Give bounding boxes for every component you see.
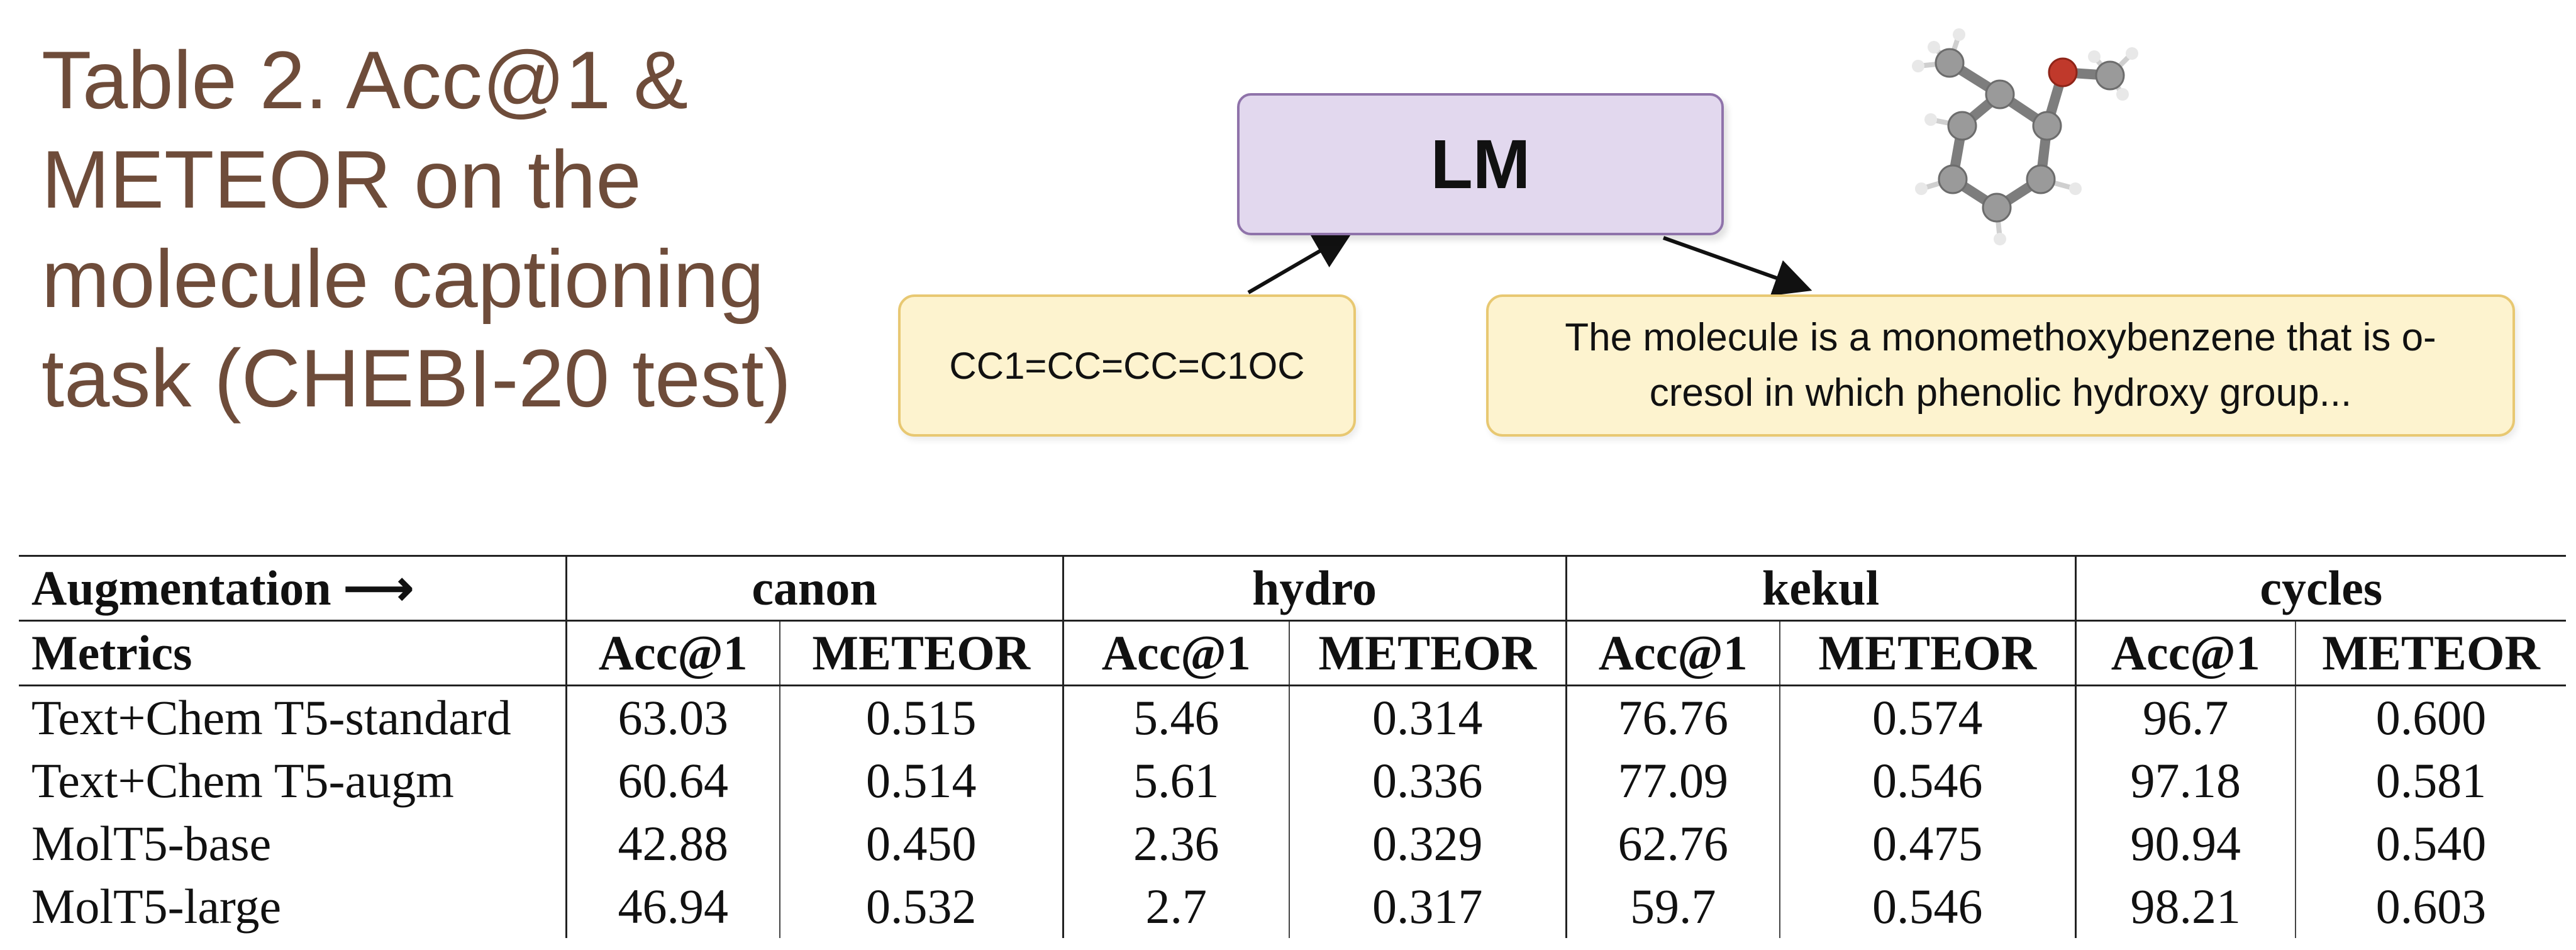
table-row: Text+Chem T5-standard 63.03 0.515 5.46 0…: [19, 685, 2567, 749]
table-row: MolT5-base 42.88 0.450 2.36 0.329 62.76 …: [19, 812, 2567, 875]
table-cell: 0.546: [1779, 749, 2076, 812]
table-cell: 0.546: [1779, 875, 2076, 938]
group-header-hydro: hydro: [1062, 555, 1567, 621]
table-cell: 0.515: [779, 685, 1063, 749]
row-model-name: MolT5-base: [31, 816, 272, 871]
table-cell: 76.76: [1565, 685, 1780, 749]
input-smiles-box: CC1=CC=CC=C1OC: [898, 294, 1356, 437]
table-cell: 97.18: [2074, 749, 2296, 812]
results-table: Augmentation ⟶ canon hydro kekul cycles …: [19, 555, 2567, 938]
metrics-label: Metrics: [19, 620, 566, 686]
table-cell: 0.574: [1779, 685, 2076, 749]
metric-header-meteor: METEOR: [1779, 620, 2076, 686]
table-cell: 0.475: [1779, 812, 2076, 875]
table-cell: 96.7: [2074, 685, 2296, 749]
group-header-cycles: cycles: [2074, 555, 2567, 621]
metric-header-acc: Acc@1: [2074, 620, 2296, 686]
table-cell: 98.21: [2074, 875, 2296, 938]
table-cell: 0.603: [2295, 875, 2567, 938]
table-cell: 0.532: [779, 875, 1063, 938]
table-cell: 42.88: [565, 812, 780, 875]
table-cell: 0.514: [779, 749, 1063, 812]
table-cell: 0.581: [2295, 749, 2567, 812]
table-cell: 90.94: [2074, 812, 2296, 875]
metrics-header-row: Metrics Acc@1 METEOR Acc@1 METEOR Acc@1 …: [19, 620, 2567, 686]
table-cell: 46.94: [565, 875, 780, 938]
table-cell: 0.317: [1289, 875, 1567, 938]
table-row: Text+Chem T5-augm 60.64 0.514 5.61 0.336…: [19, 749, 2567, 812]
group-header-kekul: kekul: [1565, 555, 2076, 621]
table-cell: 63.03: [565, 685, 780, 749]
metric-header-acc: Acc@1: [565, 620, 780, 686]
table-row: MolT5-large 46.94 0.532 2.7 0.317 59.7 0…: [19, 875, 2567, 938]
output-caption-box: The molecule is a monomethoxybenzene tha…: [1486, 294, 2515, 437]
table-cell: 0.450: [779, 812, 1063, 875]
language-model-box: LM: [1237, 93, 1724, 235]
metric-header-meteor: METEOR: [779, 620, 1063, 686]
row-model-name: Text+Chem T5-augm: [31, 753, 454, 808]
table-cell: 2.7: [1062, 875, 1290, 938]
augmentation-label: Augmentation ⟶: [19, 555, 566, 621]
table-cell: 0.336: [1289, 749, 1567, 812]
table-cell: 0.329: [1289, 812, 1567, 875]
metric-header-meteor: METEOR: [1289, 620, 1567, 686]
arrow-lm-to-output: [1662, 236, 1813, 296]
table-cell: 5.46: [1062, 685, 1290, 749]
input-smiles-text: CC1=CC=CC=C1OC: [949, 344, 1305, 387]
row-model-name: MolT5-large: [31, 879, 282, 934]
metric-header-acc: Acc@1: [1062, 620, 1290, 686]
metric-header-acc: Acc@1: [1565, 620, 1780, 686]
table-cell: 0.600: [2295, 685, 2567, 749]
table-cell: 77.09: [1565, 749, 1780, 812]
table-cell: 2.36: [1062, 812, 1290, 875]
table-cell: 5.61: [1062, 749, 1290, 812]
group-header-canon: canon: [565, 555, 1063, 621]
arrow-input-to-lm: [1247, 232, 1353, 294]
output-caption-text: The molecule is a monomethoxybenzene tha…: [1565, 316, 2436, 415]
table-caption-title: Table 2. Acc@1 & METEOR on the molecule …: [42, 34, 791, 424]
table-cell: 0.314: [1289, 685, 1567, 749]
table-cell: 59.7: [1565, 875, 1780, 938]
table-cell: 0.540: [2295, 812, 2567, 875]
row-model-name: Text+Chem T5-standard: [31, 690, 511, 745]
molecule-3d-model-image: [1912, 28, 2138, 245]
metric-header-meteor: METEOR: [2295, 620, 2567, 686]
table-cell: 62.76: [1565, 812, 1780, 875]
table-cell: 60.64: [565, 749, 780, 812]
language-model-label: LM: [1430, 125, 1531, 203]
augmentation-header-row: Augmentation ⟶ canon hydro kekul cycles: [19, 555, 2567, 621]
